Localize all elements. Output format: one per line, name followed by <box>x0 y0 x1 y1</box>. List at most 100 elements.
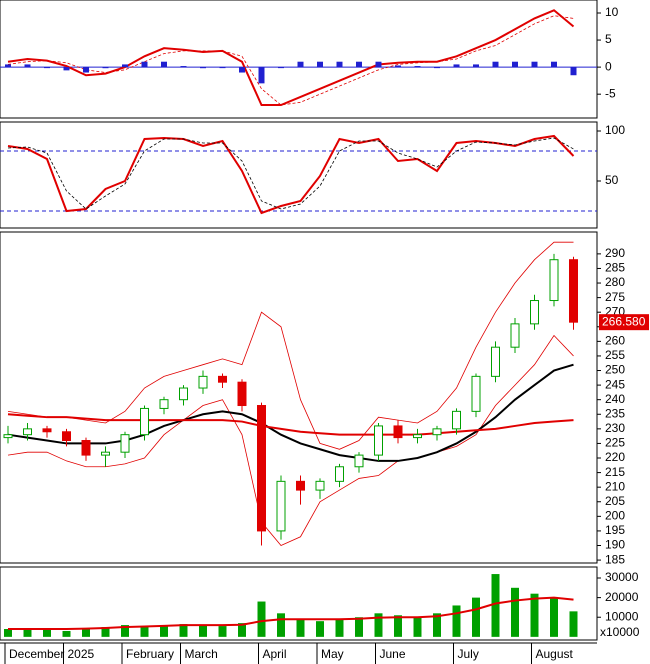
bar <box>317 61 323 68</box>
bar <box>355 617 363 637</box>
candle-body <box>374 425 383 456</box>
y-tick-label: 195 <box>605 523 625 537</box>
bar <box>218 626 227 637</box>
bar <box>414 66 421 68</box>
y-tick-label: 225 <box>605 436 625 450</box>
bar <box>297 61 304 68</box>
y-tick-label: 215 <box>605 465 625 479</box>
bar <box>121 625 129 637</box>
candle-body <box>159 399 169 409</box>
y-tick-label: 255 <box>605 348 625 362</box>
candle-body <box>569 259 578 323</box>
candle-body <box>179 387 188 401</box>
candle-body <box>3 434 13 439</box>
y-tick-label: 240 <box>605 392 625 406</box>
bar <box>550 597 558 637</box>
bar <box>374 613 383 637</box>
bar <box>5 64 11 68</box>
x-tick-label: 2025 <box>68 647 95 661</box>
bar <box>278 67 284 69</box>
x-tick-label: June <box>380 647 406 661</box>
bar <box>44 67 50 69</box>
candle-body <box>276 480 286 532</box>
bar <box>434 67 440 69</box>
candle-body <box>354 454 364 468</box>
y-tick-label: 190 <box>605 538 625 552</box>
bar <box>23 629 32 637</box>
bar <box>83 67 89 73</box>
bar <box>530 593 539 637</box>
bar <box>551 61 557 68</box>
candle-body <box>335 466 344 482</box>
bar <box>140 626 149 637</box>
candle-body <box>510 323 520 348</box>
x-tick-label: July <box>458 647 479 661</box>
bar <box>102 67 109 69</box>
y-tick-label: 245 <box>605 377 625 391</box>
candle-body <box>530 300 539 325</box>
series-line <box>7 137 574 210</box>
y-tick-label: 10 <box>605 5 619 19</box>
unit-label: x10000 <box>600 625 640 639</box>
y-tick-label: 0 <box>605 59 612 73</box>
candle-body <box>452 410 461 430</box>
candle-body <box>413 434 422 439</box>
candle-body <box>81 440 91 456</box>
bar <box>43 629 51 637</box>
bar <box>179 624 188 637</box>
bar <box>472 597 480 637</box>
x-tick-label: May <box>321 647 344 661</box>
bar <box>257 601 266 637</box>
candle-body <box>315 480 325 491</box>
bar <box>199 625 207 637</box>
bar <box>453 64 460 68</box>
bar <box>394 615 402 637</box>
bar <box>531 61 538 68</box>
candle-body <box>120 434 130 453</box>
bar <box>413 617 422 637</box>
series-line <box>7 241 574 450</box>
bar <box>473 64 479 68</box>
y-tick-label: 10000 <box>605 609 639 623</box>
candle-body <box>471 375 481 412</box>
y-tick-label: 205 <box>605 494 625 508</box>
bar <box>511 587 519 637</box>
candle-body <box>237 381 247 407</box>
last-price-label: 266.580 <box>602 314 646 328</box>
bar <box>395 65 401 68</box>
candle-body <box>140 407 149 436</box>
bar <box>161 61 167 68</box>
panel-frame <box>0 566 598 641</box>
candle-body <box>23 428 32 436</box>
candle-body <box>491 346 500 377</box>
bar <box>238 623 246 637</box>
bar <box>277 613 285 637</box>
candle-body <box>393 425 403 439</box>
bar <box>336 61 343 68</box>
bar <box>24 64 31 68</box>
bar <box>4 629 12 637</box>
candle-body <box>198 375 208 389</box>
y-tick-label: 210 <box>605 479 625 493</box>
bar <box>160 625 168 637</box>
bar <box>63 67 70 71</box>
bar <box>569 611 578 637</box>
bar <box>375 61 382 68</box>
y-tick-label: 5 <box>605 32 612 46</box>
bar <box>219 67 226 69</box>
x-tick-label: April <box>263 647 287 661</box>
y-tick-label: 235 <box>605 406 625 420</box>
bar <box>492 61 499 68</box>
bar <box>316 621 324 637</box>
bar <box>239 67 245 73</box>
series-line <box>7 15 574 106</box>
bar <box>491 574 500 637</box>
bar <box>570 67 577 76</box>
candle-body <box>296 480 305 491</box>
y-tick-label: 20000 <box>605 590 639 604</box>
bar <box>180 66 187 68</box>
candle-body <box>101 451 110 456</box>
bar <box>200 67 206 69</box>
y-tick-label: 185 <box>605 552 625 566</box>
